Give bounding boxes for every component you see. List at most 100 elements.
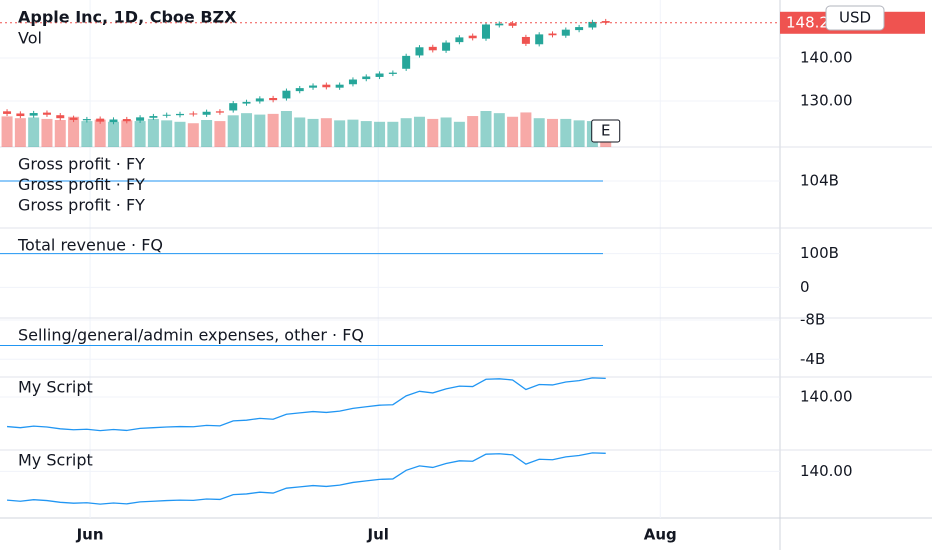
candle-body: [442, 42, 451, 51]
volume-bar: [280, 111, 292, 147]
volume-bar: [573, 120, 585, 147]
candle-body: [402, 55, 411, 69]
volume-bar: [134, 121, 146, 147]
volume-bar: [214, 121, 226, 147]
pane-label: Gross profit · FY: [18, 175, 145, 194]
volume-bar: [187, 123, 199, 147]
volume-bar: [147, 118, 159, 147]
y-tick-label: 130.00: [800, 92, 853, 110]
volume-bar: [241, 113, 253, 147]
volume-bar: [347, 119, 359, 147]
currency-button[interactable]: [825, 5, 885, 31]
candle-body: [96, 118, 105, 122]
volume-bar: [533, 118, 545, 147]
volume-bar: [560, 118, 572, 147]
pane-label: Gross profit · FY: [18, 155, 145, 174]
candle-body: [69, 117, 78, 120]
volume-bar: [507, 116, 519, 147]
volume-bar: [107, 121, 119, 147]
candle-body: [561, 29, 570, 36]
candle-body: [468, 35, 477, 39]
y-tick-label: 140.00: [800, 462, 853, 480]
last-price-label: 148.20: [786, 13, 839, 31]
volume-bar: [161, 120, 173, 147]
candle-body: [202, 111, 211, 115]
candle-body: [322, 84, 331, 88]
candle-body: [109, 119, 118, 123]
volume-bar: [467, 116, 479, 147]
candle-body: [42, 112, 51, 115]
labels: Apple Inc, 1D, Cboe BZX Vol Jun Jul Aug 130…: [17, 5, 925, 544]
candle-body: [29, 113, 38, 116]
y-tick-label: -8B: [800, 310, 825, 328]
y-tick-label: 104B: [800, 172, 839, 190]
volume-bar: [54, 120, 66, 147]
volume-bar: [41, 118, 53, 147]
candle-body: [495, 23, 504, 26]
candle-body: [16, 113, 25, 117]
volume-bar: [201, 120, 213, 147]
volume-bar: [174, 121, 186, 147]
candle-body: [122, 119, 131, 122]
candle-body: [455, 37, 464, 43]
candle-body: [521, 36, 530, 44]
currency-label[interactable]: USD: [839, 9, 871, 27]
candle-body: [415, 47, 424, 56]
candle-body: [575, 27, 584, 31]
candle-body: [189, 113, 198, 115]
volume-bar: [334, 120, 346, 147]
x-tick-label: Jun: [76, 526, 104, 544]
volume-bar: [307, 118, 319, 147]
chart-title: Apple Inc, 1D, Cboe BZX: [18, 8, 237, 27]
candle-body: [548, 33, 557, 36]
candle-body: [282, 90, 291, 99]
volume-label: Vol: [18, 29, 42, 48]
volume-bar: [1, 116, 13, 147]
candle-body: [375, 73, 384, 77]
candle-body: [269, 98, 278, 101]
volume-bar: [400, 118, 412, 147]
earnings-marker[interactable]: [591, 119, 621, 143]
pane-label: Gross profit · FY: [18, 196, 145, 215]
candle-body: [242, 101, 251, 104]
volume-bar: [413, 116, 425, 147]
marks: [0, 18, 780, 505]
candle-body: [601, 21, 610, 23]
pane-label: Total revenue · FQ: [17, 236, 163, 255]
volume-bar: [480, 111, 492, 147]
volume-bar: [320, 118, 332, 147]
candle-body: [82, 119, 91, 121]
volume-bar: [547, 118, 559, 147]
candle-body: [388, 72, 397, 74]
volume-bar: [493, 113, 505, 147]
y-tick-label: 140.00: [800, 49, 853, 67]
candle-body: [176, 113, 184, 116]
volume-bar: [81, 121, 93, 147]
candle-body: [481, 24, 490, 39]
volume-bar: [453, 121, 465, 147]
volume-bar: [427, 118, 439, 147]
candle-body: [508, 23, 517, 26]
volume-bar: [520, 112, 532, 147]
volume-bar: [374, 121, 386, 147]
volume-bar: [254, 114, 266, 147]
candle-body: [362, 76, 371, 80]
volume-bar: [94, 119, 106, 147]
volume-bar: [267, 113, 279, 147]
volume-bar: [387, 121, 399, 147]
volume-bar: [360, 121, 372, 147]
candle-body: [348, 79, 357, 85]
x-tick-label: Aug: [644, 526, 677, 544]
volume-bar: [440, 117, 452, 147]
indicator-line: [6, 452, 606, 505]
candle-body: [136, 117, 145, 121]
earnings-label[interactable]: E: [601, 122, 610, 140]
volume-bar: [14, 118, 26, 147]
candle-body: [255, 98, 264, 102]
candle-body: [56, 115, 65, 119]
candle-body: [229, 103, 238, 111]
candle-body: [162, 114, 171, 116]
volume-bar: [227, 115, 239, 147]
